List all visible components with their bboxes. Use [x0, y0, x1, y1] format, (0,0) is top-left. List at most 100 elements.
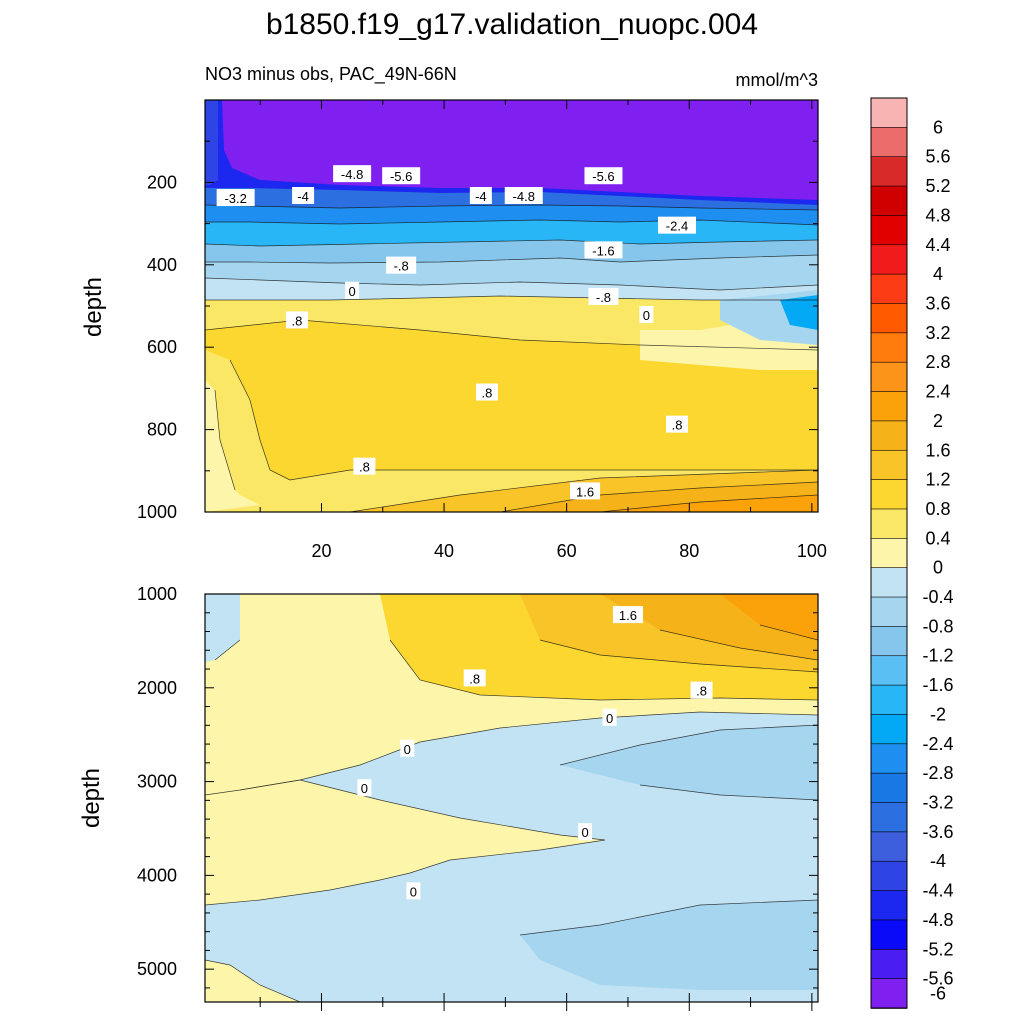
lower-panel: 1000 2000 3000 4000 5000 1.6 .8 .8 0 0 0 0 0 [137, 584, 819, 1011]
colorbar-tick-label: -3.6 [922, 822, 953, 842]
colorbar-tick-label: 4 [933, 264, 943, 284]
colorbar-swatch [870, 655, 908, 686]
colorbar-tick-label: 1.2 [925, 470, 950, 490]
colorbar-swatch [870, 449, 908, 481]
upper-contour-label-bg [588, 287, 619, 305]
colorbar-tick-label: -0.4 [922, 587, 953, 607]
lower-ytick-label: 3000 [137, 772, 177, 792]
colorbar-swatch [870, 948, 908, 980]
upper-contour-label-bg [658, 216, 697, 234]
colorbar-swatch [870, 890, 908, 921]
upper-contour-label: .8 [482, 386, 493, 401]
colorbar-swatch [870, 831, 908, 863]
colorbar-tick-label: -2.4 [922, 734, 953, 754]
upper-contour-label-bg [382, 167, 421, 185]
colorbar: 6 5.6 5.2 4.8 4.4 4 3.6 3.2 2.8 2.4 2 1.6 1.2 0.8 0.4 0… [870, 97, 954, 1009]
upper-contour-label-bg [216, 189, 255, 207]
colorbar-frame [870, 97, 908, 1009]
upper-panel-title: NO3 minus obs, PAC_49N-66N [205, 64, 457, 85]
lower-ytick-label: 2000 [137, 678, 177, 698]
lower-contour-label-bg [406, 882, 421, 900]
xtick-label: 80 [679, 541, 699, 561]
colorbar-swatch [870, 743, 908, 774]
upper-contour-labels: -4.8 -5.6 -3.2 -4 -4 -4.8 -5.6 -2.4 -.8 -1.6 0 -.8 0… [216, 165, 697, 500]
colorbar-swatch [870, 538, 908, 569]
lower-plot-frame [204, 593, 819, 1003]
colorbar-tick-label: 2 [933, 411, 943, 431]
lower-axis-ticks: 1000 2000 3000 4000 5000 [137, 584, 818, 1011]
colorbar-swatch [870, 273, 908, 305]
upper-contour-label-bg [345, 281, 360, 299]
upper-ytick-label: 600 [147, 337, 177, 357]
colorbar-swatch [870, 508, 908, 540]
colorbar-swatch [870, 802, 908, 833]
upper-contour-label: -4 [297, 189, 309, 204]
lower-contour-label: 1.6 [619, 608, 637, 623]
lower-contour-label: .8 [469, 671, 480, 686]
colorbar-tick-label: 1.6 [925, 440, 950, 460]
colorbar-swatch [870, 244, 908, 275]
upper-contour-label: .8 [359, 460, 370, 475]
lower-ytick-label: 5000 [137, 959, 177, 979]
xtick-label: 20 [311, 541, 331, 561]
upper-contour-label-bg [386, 256, 417, 274]
lower-ytick-label: 4000 [137, 865, 177, 885]
upper-contour-label: -2.4 [666, 219, 688, 234]
colorbar-tick-label: 2.4 [925, 382, 950, 402]
colorbar-swatch [870, 860, 908, 892]
upper-contour-label-bg [639, 306, 654, 324]
xtick-label: 60 [557, 541, 577, 561]
colorbar-swatch [870, 185, 908, 217]
colorbar-tick-label: -6 [930, 983, 946, 1003]
colorbar-tick-label: 2.8 [925, 352, 950, 372]
upper-contour-label: 0 [349, 284, 356, 299]
lower-contour-label: 0 [410, 884, 417, 899]
lower-contour-label-bg [357, 779, 372, 797]
colorbar-tick-label: -5.6 [922, 969, 953, 989]
upper-y-axis-label: depth [80, 277, 107, 337]
colorbar-swatch [870, 479, 908, 510]
upper-contour-label-bg [584, 241, 623, 259]
lower-contour-label: 0 [361, 781, 368, 796]
lower-contour-label-bg [602, 708, 617, 726]
lower-contour-label-bg [612, 606, 643, 624]
upper-contour-label: -4.8 [341, 167, 363, 182]
colorbar-swatch [870, 596, 908, 628]
colorbar-tick-label: -4.4 [922, 881, 953, 901]
colorbar-tick-label: -1.2 [922, 646, 953, 666]
upper-contour-label: -4 [475, 189, 487, 204]
xtick-label: 40 [434, 541, 454, 561]
lower-ytick-label: 1000 [137, 584, 177, 604]
colorbar-swatch [870, 303, 908, 334]
upper-contour-label: 1.6 [576, 484, 594, 499]
colorbar-swatch [870, 156, 908, 187]
colorbar-tick-label: -4 [930, 851, 946, 871]
colorbar-tick-label: 3.2 [925, 323, 950, 343]
upper-contour-label-bg [285, 311, 308, 329]
colorbar-tick-label: 0.8 [925, 499, 950, 519]
colorbar-swatch [870, 978, 908, 1009]
colorbar-swatch [870, 714, 908, 745]
colorbar-tick-label: 0 [933, 558, 943, 578]
colorbar-tick-label: -2 [930, 704, 946, 724]
lower-contour-label-bg [690, 681, 713, 699]
lower-contour-label: 0 [404, 742, 411, 757]
upper-contour-label: .8 [292, 313, 303, 328]
colorbar-tick-label: -0.8 [922, 616, 953, 636]
lower-contour-label-bg [400, 739, 415, 757]
colorbar-swatch [870, 626, 908, 657]
upper-contour-label: -.8 [394, 259, 409, 274]
upper-contour-label-bg [504, 186, 543, 204]
colorbar-swatch [870, 772, 908, 804]
lower-y-axis-label: depth [78, 768, 105, 828]
colorbar-tick-label: 3.6 [925, 293, 950, 313]
lower-contour-label-bg [578, 823, 593, 841]
colorbar-swatch [870, 97, 908, 129]
upper-contour-label-bg [666, 415, 689, 433]
xtick-label: 100 [797, 541, 827, 561]
upper-contour-label: 0 [643, 308, 650, 323]
upper-contour-label: -4.8 [513, 189, 535, 204]
colorbar-tick-label: 5.2 [925, 176, 950, 196]
colorbar-tick-label: 5.6 [925, 147, 950, 167]
